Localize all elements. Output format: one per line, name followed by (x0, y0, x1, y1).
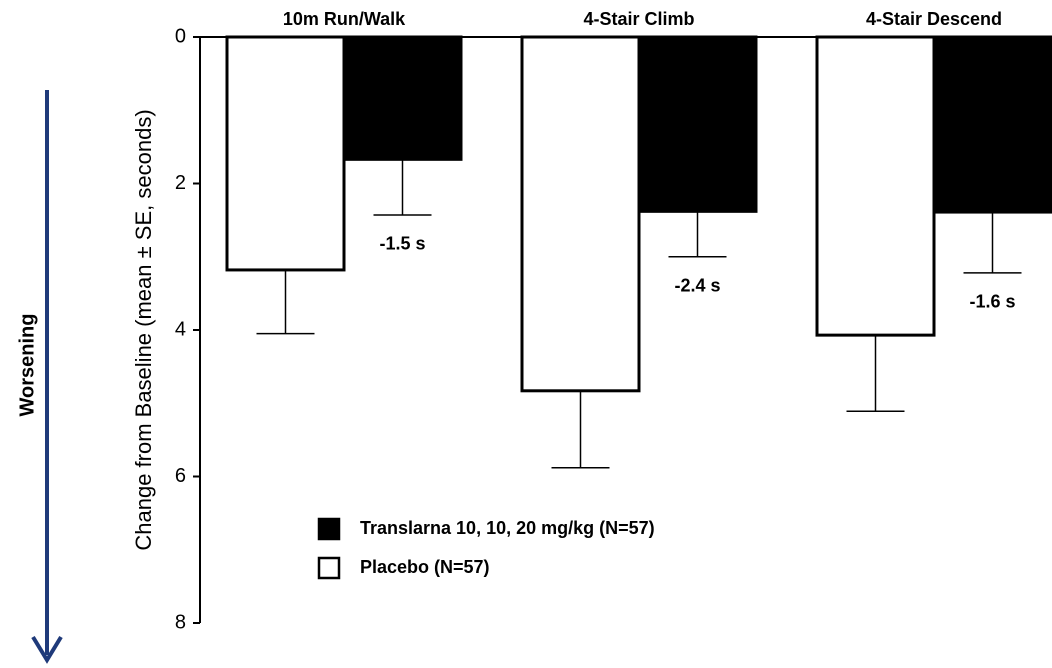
arrow-head (31, 635, 63, 664)
difference-label: -1.6 s (969, 292, 1015, 312)
legend-label: Placebo (N=57) (360, 557, 490, 577)
bar (815, 35, 936, 337)
category-label: 4-Stair Descend (866, 9, 1002, 29)
y-tick-label: 8 (175, 611, 186, 633)
difference-label: -1.5 s (379, 234, 425, 254)
difference-label: -2.4 s (674, 276, 720, 296)
y-axis-label: Change from Baseline (mean ± SE, seconds… (131, 109, 156, 550)
bar (637, 35, 758, 213)
legend-label: Translarna 10, 10, 20 mg/kg (N=57) (360, 518, 655, 538)
bar (225, 35, 346, 272)
y-tick-label: 6 (175, 465, 186, 487)
legend-swatch (317, 556, 341, 580)
side-label: Worsening (16, 314, 38, 417)
bar (932, 35, 1052, 214)
bar (520, 35, 641, 393)
y-tick-label: 2 (175, 172, 186, 194)
y-tick-label: 4 (175, 318, 186, 340)
bar (342, 35, 463, 161)
y-tick-label: 0 (175, 25, 186, 47)
legend-swatch (317, 517, 341, 541)
category-label: 10m Run/Walk (283, 9, 406, 29)
category-label: 4-Stair Climb (583, 9, 694, 29)
